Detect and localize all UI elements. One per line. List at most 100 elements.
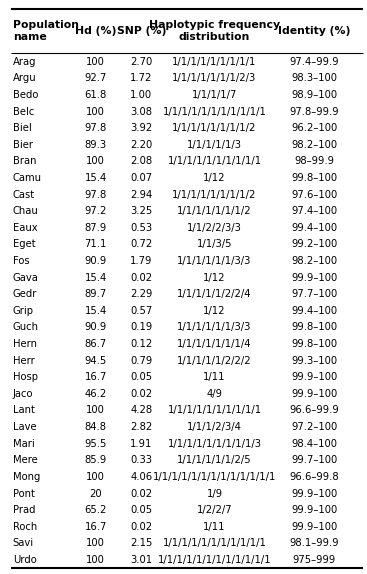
Text: 2.29: 2.29: [130, 289, 153, 299]
Text: Bier: Bier: [13, 139, 33, 150]
Text: 15.4: 15.4: [84, 273, 107, 282]
Text: 97.2–100: 97.2–100: [291, 422, 337, 432]
Text: 1/1/1/1/1/1/1/1/1/1/1/1/1: 1/1/1/1/1/1/1/1/1/1/1/1/1: [153, 472, 276, 482]
Text: Prad: Prad: [13, 505, 35, 515]
Text: Mere: Mere: [13, 455, 37, 466]
Text: 0.72: 0.72: [130, 239, 153, 249]
Text: 61.8: 61.8: [84, 90, 107, 100]
Text: 1/1/3/5: 1/1/3/5: [197, 239, 232, 249]
Text: 1.79: 1.79: [130, 256, 153, 266]
Text: Guch: Guch: [13, 323, 39, 332]
Text: 1/1/1/1/1/1/1/4: 1/1/1/1/1/1/1/4: [177, 339, 252, 349]
Text: 0.12: 0.12: [130, 339, 153, 349]
Text: 84.8: 84.8: [84, 422, 106, 432]
Text: 99.4–100: 99.4–100: [291, 223, 337, 233]
Text: Chau: Chau: [13, 206, 39, 216]
Text: 1/1/1/1/1/2/2/2: 1/1/1/1/1/2/2/2: [177, 356, 252, 366]
Text: 0.79: 0.79: [130, 356, 153, 366]
Text: 100: 100: [86, 555, 105, 565]
Text: Belc: Belc: [13, 107, 34, 117]
Text: 71.1: 71.1: [84, 239, 107, 249]
Text: Population
name: Population name: [13, 20, 79, 42]
Text: Gedr: Gedr: [13, 289, 37, 299]
Text: 94.5: 94.5: [84, 356, 107, 366]
Text: 98.2–100: 98.2–100: [291, 139, 337, 150]
Text: 1/2/2/7: 1/2/2/7: [197, 505, 232, 515]
Text: Hern: Hern: [13, 339, 37, 349]
Text: 97.4–99.9: 97.4–99.9: [289, 57, 339, 67]
Text: Grip: Grip: [13, 306, 34, 316]
Text: 2.15: 2.15: [130, 538, 153, 548]
Text: 1/1/1/1/1/1/3/3: 1/1/1/1/1/1/3/3: [177, 323, 252, 332]
Text: Bedo: Bedo: [13, 90, 38, 100]
Text: 20: 20: [89, 488, 102, 499]
Text: 1/9: 1/9: [206, 488, 222, 499]
Text: 15.4: 15.4: [84, 306, 107, 316]
Text: 92.7: 92.7: [84, 73, 107, 83]
Text: 0.02: 0.02: [130, 488, 152, 499]
Text: 46.2: 46.2: [84, 389, 107, 399]
Text: 90.9: 90.9: [84, 323, 107, 332]
Text: 0.05: 0.05: [130, 505, 152, 515]
Text: 4.06: 4.06: [130, 472, 152, 482]
Text: 99.9–100: 99.9–100: [291, 488, 337, 499]
Text: 97.2: 97.2: [84, 206, 107, 216]
Text: 1.72: 1.72: [130, 73, 153, 83]
Text: 0.02: 0.02: [130, 522, 152, 532]
Text: 15.4: 15.4: [84, 173, 107, 183]
Text: 99.9–100: 99.9–100: [291, 273, 337, 282]
Text: 1/11: 1/11: [203, 373, 226, 382]
Text: SNP (%): SNP (%): [117, 26, 166, 36]
Text: 1/1/1/2/3/4: 1/1/1/2/3/4: [187, 422, 242, 432]
Text: 1/1/1/1/1/1/3/3: 1/1/1/1/1/1/3/3: [177, 256, 252, 266]
Text: 97.8: 97.8: [84, 123, 107, 133]
Text: 98.3–100: 98.3–100: [291, 73, 337, 83]
Text: Cast: Cast: [13, 189, 35, 200]
Text: 1/1/1/1/1/1/1/1/1/1: 1/1/1/1/1/1/1/1/1/1: [167, 156, 262, 166]
Text: 100: 100: [86, 538, 105, 548]
Text: 1/1/1/1/1/2/2/4: 1/1/1/1/1/2/2/4: [177, 289, 252, 299]
Text: 3.08: 3.08: [130, 107, 152, 117]
Text: 2.82: 2.82: [130, 422, 153, 432]
Text: 2.70: 2.70: [130, 57, 153, 67]
Text: 96.6–99.9: 96.6–99.9: [289, 405, 339, 416]
Text: 1/1/1/1/1/1/1/2: 1/1/1/1/1/1/1/2: [177, 206, 252, 216]
Text: 98.2–100: 98.2–100: [291, 256, 337, 266]
Text: 1/1/1/1/1/1/1/1/1/1: 1/1/1/1/1/1/1/1/1/1: [167, 405, 262, 416]
Text: 99.2–100: 99.2–100: [291, 239, 337, 249]
Text: 65.2: 65.2: [84, 505, 107, 515]
Text: 0.33: 0.33: [130, 455, 152, 466]
Text: 99.9–100: 99.9–100: [291, 373, 337, 382]
Text: 1/1/1/1/1/1/2/5: 1/1/1/1/1/1/2/5: [177, 455, 252, 466]
Text: Pont: Pont: [13, 488, 35, 499]
Text: 1/1/1/1/1/1/1/1/1/1/1/1: 1/1/1/1/1/1/1/1/1/1/1/1: [158, 555, 271, 565]
Text: Roch: Roch: [13, 522, 37, 532]
Text: 1/1/1/1/1/1/1/2/3: 1/1/1/1/1/1/1/2/3: [172, 73, 257, 83]
Text: 100: 100: [86, 57, 105, 67]
Text: Eget: Eget: [13, 239, 36, 249]
Text: Urdo: Urdo: [13, 555, 37, 565]
Text: 4/9: 4/9: [207, 389, 222, 399]
Text: 98.1–99.9: 98.1–99.9: [289, 538, 339, 548]
Text: 2.94: 2.94: [130, 189, 153, 200]
Text: 98.9–100: 98.9–100: [291, 90, 337, 100]
Text: 1.91: 1.91: [130, 439, 153, 449]
Text: 100: 100: [86, 405, 105, 416]
Text: Lave: Lave: [13, 422, 36, 432]
Text: Argu: Argu: [13, 73, 36, 83]
Text: 89.3: 89.3: [84, 139, 107, 150]
Text: Identity (%): Identity (%): [278, 26, 350, 36]
Text: 1/11: 1/11: [203, 522, 226, 532]
Text: Biel: Biel: [13, 123, 32, 133]
Text: 99.9–100: 99.9–100: [291, 505, 337, 515]
Text: 1/12: 1/12: [203, 273, 226, 282]
Text: 975–999: 975–999: [292, 555, 336, 565]
Text: 1/1/1/1/1/1/1/1/2: 1/1/1/1/1/1/1/1/2: [172, 189, 257, 200]
Text: 1/1/1/1/1/1/1/1/2: 1/1/1/1/1/1/1/1/2: [172, 123, 257, 133]
Text: 100: 100: [86, 107, 105, 117]
Text: 100: 100: [86, 472, 105, 482]
Text: 16.7: 16.7: [84, 373, 107, 382]
Text: 100: 100: [86, 156, 105, 166]
Text: 0.57: 0.57: [130, 306, 153, 316]
Text: 1/12: 1/12: [203, 306, 226, 316]
